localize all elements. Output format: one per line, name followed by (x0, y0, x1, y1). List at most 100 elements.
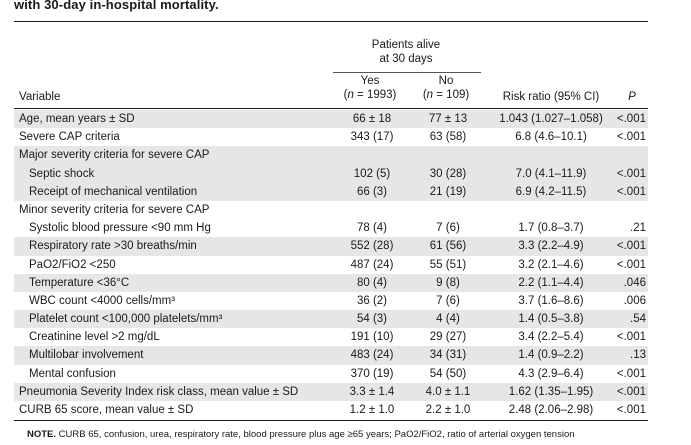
cell-p-value: <.001 (616, 167, 646, 180)
cell-variable: Major severity criteria for severe CAP (19, 149, 210, 162)
table-row: Age, mean years ± SD 66 ± 18 77 ± 13 1.043 … (14, 110, 648, 129)
cell-p-value: <.001 (616, 367, 646, 380)
table-row: Severe CAP criteria 343 (17) 63 (58) 6.8 (4… (14, 128, 648, 146)
cell-yes: 36 (2) (356, 294, 388, 307)
cell-risk-ratio: 4.3 (2.9–6.4) (518, 367, 584, 380)
note-text: CURB 65, confusion, urea, respiratory ra… (58, 429, 575, 440)
table-row: Septic shock 102 (5) 30 (28) 7.0 (4.1–11.9)… (14, 164, 648, 183)
cell-no: 7 (6) (436, 294, 460, 307)
cell-p-value: <.001 (616, 113, 646, 125)
cell-no: 34 (31) (429, 349, 467, 362)
variable-column-header: Variable (19, 91, 61, 103)
cell-variable: Multilobar involvement (29, 349, 144, 362)
cell-p-value: <.001 (616, 131, 646, 144)
table-body: Age, mean years ± SD 66 ± 18 77 ± 13 1.043 … (14, 110, 648, 419)
cell-no: 77 ± 13 (428, 113, 468, 125)
table-row: Platelet count <100,000 platelets/mm³ 54 … (14, 310, 648, 329)
cell-variable: Age, mean years ± SD (19, 113, 135, 125)
cell-no: 30 (28) (429, 167, 467, 180)
cell-risk-ratio: 3.2 (2.1–4.6) (518, 258, 584, 271)
table-caption: with 30-day in-hospital mortality. (14, 0, 219, 12)
cell-p-value: <.001 (616, 185, 646, 198)
patients-alive-line2: at 30 days (379, 53, 433, 65)
cell-no: 9 (8) (436, 276, 460, 289)
cell-variable: Receipt of mechanical ventilation (29, 185, 198, 198)
cell-yes: 487 (24) (350, 258, 394, 271)
table-row: CURB 65 score, mean value ± SD 1.2 ± 1.0 2… (14, 401, 648, 419)
spanner-rule (333, 72, 481, 73)
patients-alive-header: Patients alive at 30 days (336, 38, 476, 66)
cell-variable: Severe CAP criteria (19, 131, 120, 144)
cell-risk-ratio: 1.7 (0.8–3.7) (518, 222, 584, 235)
p-column-header: P (628, 91, 636, 103)
cell-p-value: .046 (623, 276, 646, 289)
cell-no: 4.0 ± 1.1 (425, 385, 471, 398)
bottom-rule (14, 420, 648, 421)
cell-yes: 3.3 ± 1.4 (349, 385, 395, 398)
yes-n: (n = 1993) (343, 89, 397, 101)
table-row: Systolic blood pressure <90 mm Hg 78 (4) 7… (14, 219, 648, 237)
table-row: Major severity criteria for severe CAP (14, 146, 648, 165)
cell-risk-ratio: 6.9 (4.2–11.5) (515, 185, 587, 198)
no-column-header: No (n = 109) (414, 74, 478, 102)
cell-variable: Septic shock (29, 167, 95, 180)
cell-p-value: <.001 (616, 385, 646, 398)
cell-yes: 483 (24) (350, 349, 394, 362)
note-label: NOTE. (27, 429, 57, 440)
cell-variable: Minor severity criteria for severe CAP (19, 203, 210, 216)
cell-yes: 54 (3) (356, 313, 388, 326)
table-row: Receipt of mechanical ventilation 66 (3) 2… (14, 182, 648, 201)
table-row: Pneumonia Severity Index risk class, mea… (14, 382, 648, 401)
cell-p-value: .13 (630, 349, 646, 362)
table-row: Respiratory rate >30 breaths/min 552 (28)… (14, 237, 648, 256)
cell-no: 63 (58) (429, 131, 467, 144)
cell-variable: Respiratory rate >30 breaths/min (29, 240, 197, 253)
cell-yes: 102 (5) (353, 167, 391, 180)
table-row: Temperature <36°C 80 (4) 9 (8) 2.2 (1.1–4.4… (14, 273, 648, 292)
cell-risk-ratio: 3.7 (1.6–8.6) (518, 294, 584, 307)
cell-variable: Pneumonia Severity Index risk class, mea… (19, 385, 299, 398)
cell-risk-ratio: 3.3 (2.2–4.9) (518, 240, 584, 253)
cell-yes: 80 (4) (356, 276, 388, 289)
cell-no: 4 (4) (436, 313, 460, 326)
yes-label: Yes (360, 75, 380, 87)
cell-no: 55 (51) (429, 258, 467, 271)
cell-yes: 552 (28) (350, 240, 394, 253)
cell-risk-ratio: 1.62 (1.35–1.95) (508, 385, 594, 398)
table-row: Minor severity criteria for severe CAP (14, 201, 648, 219)
risk-ratio-column-header: Risk ratio (95% CI) (502, 91, 600, 103)
cell-no: 2.2 ± 1.0 (425, 404, 471, 416)
cell-risk-ratio: 1.043 (1.027–1.058) (499, 113, 603, 125)
cell-p-value: <.001 (616, 258, 646, 271)
cell-p-value: .006 (623, 294, 646, 307)
cell-risk-ratio: 1.4 (0.9–2.2) (518, 349, 584, 362)
top-rule (14, 21, 648, 22)
header-rule (14, 108, 648, 109)
cell-no: 7 (6) (436, 222, 460, 235)
cell-variable: Mental confusion (29, 367, 116, 380)
cell-yes: 370 (19) (350, 367, 394, 380)
no-n: (n = 109) (422, 89, 470, 101)
cell-yes: 66 (3) (356, 185, 388, 198)
table-row: WBC count <4000 cells/mm³ 36 (2) 7 (6) 3.7 … (14, 292, 648, 310)
cell-no: 61 (56) (429, 240, 467, 253)
cell-no: 29 (27) (429, 331, 467, 344)
patients-alive-line1: Patients alive (371, 39, 441, 51)
cell-variable: Systolic blood pressure <90 mm Hg (29, 222, 211, 235)
cell-variable: WBC count <4000 cells/mm³ (29, 294, 176, 307)
cell-p-value: <.001 (616, 404, 646, 416)
cell-risk-ratio: 6.8 (4.6–10.1) (515, 131, 587, 144)
cell-yes: 78 (4) (356, 222, 388, 235)
cell-yes: 343 (17) (350, 131, 394, 144)
cell-risk-ratio: 7.0 (4.1–11.9) (515, 167, 587, 180)
cell-risk-ratio: 2.2 (1.1–4.4) (518, 276, 584, 289)
cell-risk-ratio: 1.4 (0.5–3.8) (518, 313, 584, 326)
cell-p-value: <.001 (616, 240, 646, 253)
table-note: NOTE. CURB 65, confusion, urea, respirat… (27, 429, 575, 440)
cell-p-value: <.001 (616, 331, 646, 344)
cell-variable: PaO2/FiO2 <250 (29, 258, 116, 271)
no-label: No (438, 75, 454, 87)
cell-variable: Temperature <36°C (29, 276, 130, 289)
cell-risk-ratio: 3.4 (2.2–5.4) (518, 331, 584, 344)
yes-column-header: Yes (n = 1993) (330, 74, 410, 102)
